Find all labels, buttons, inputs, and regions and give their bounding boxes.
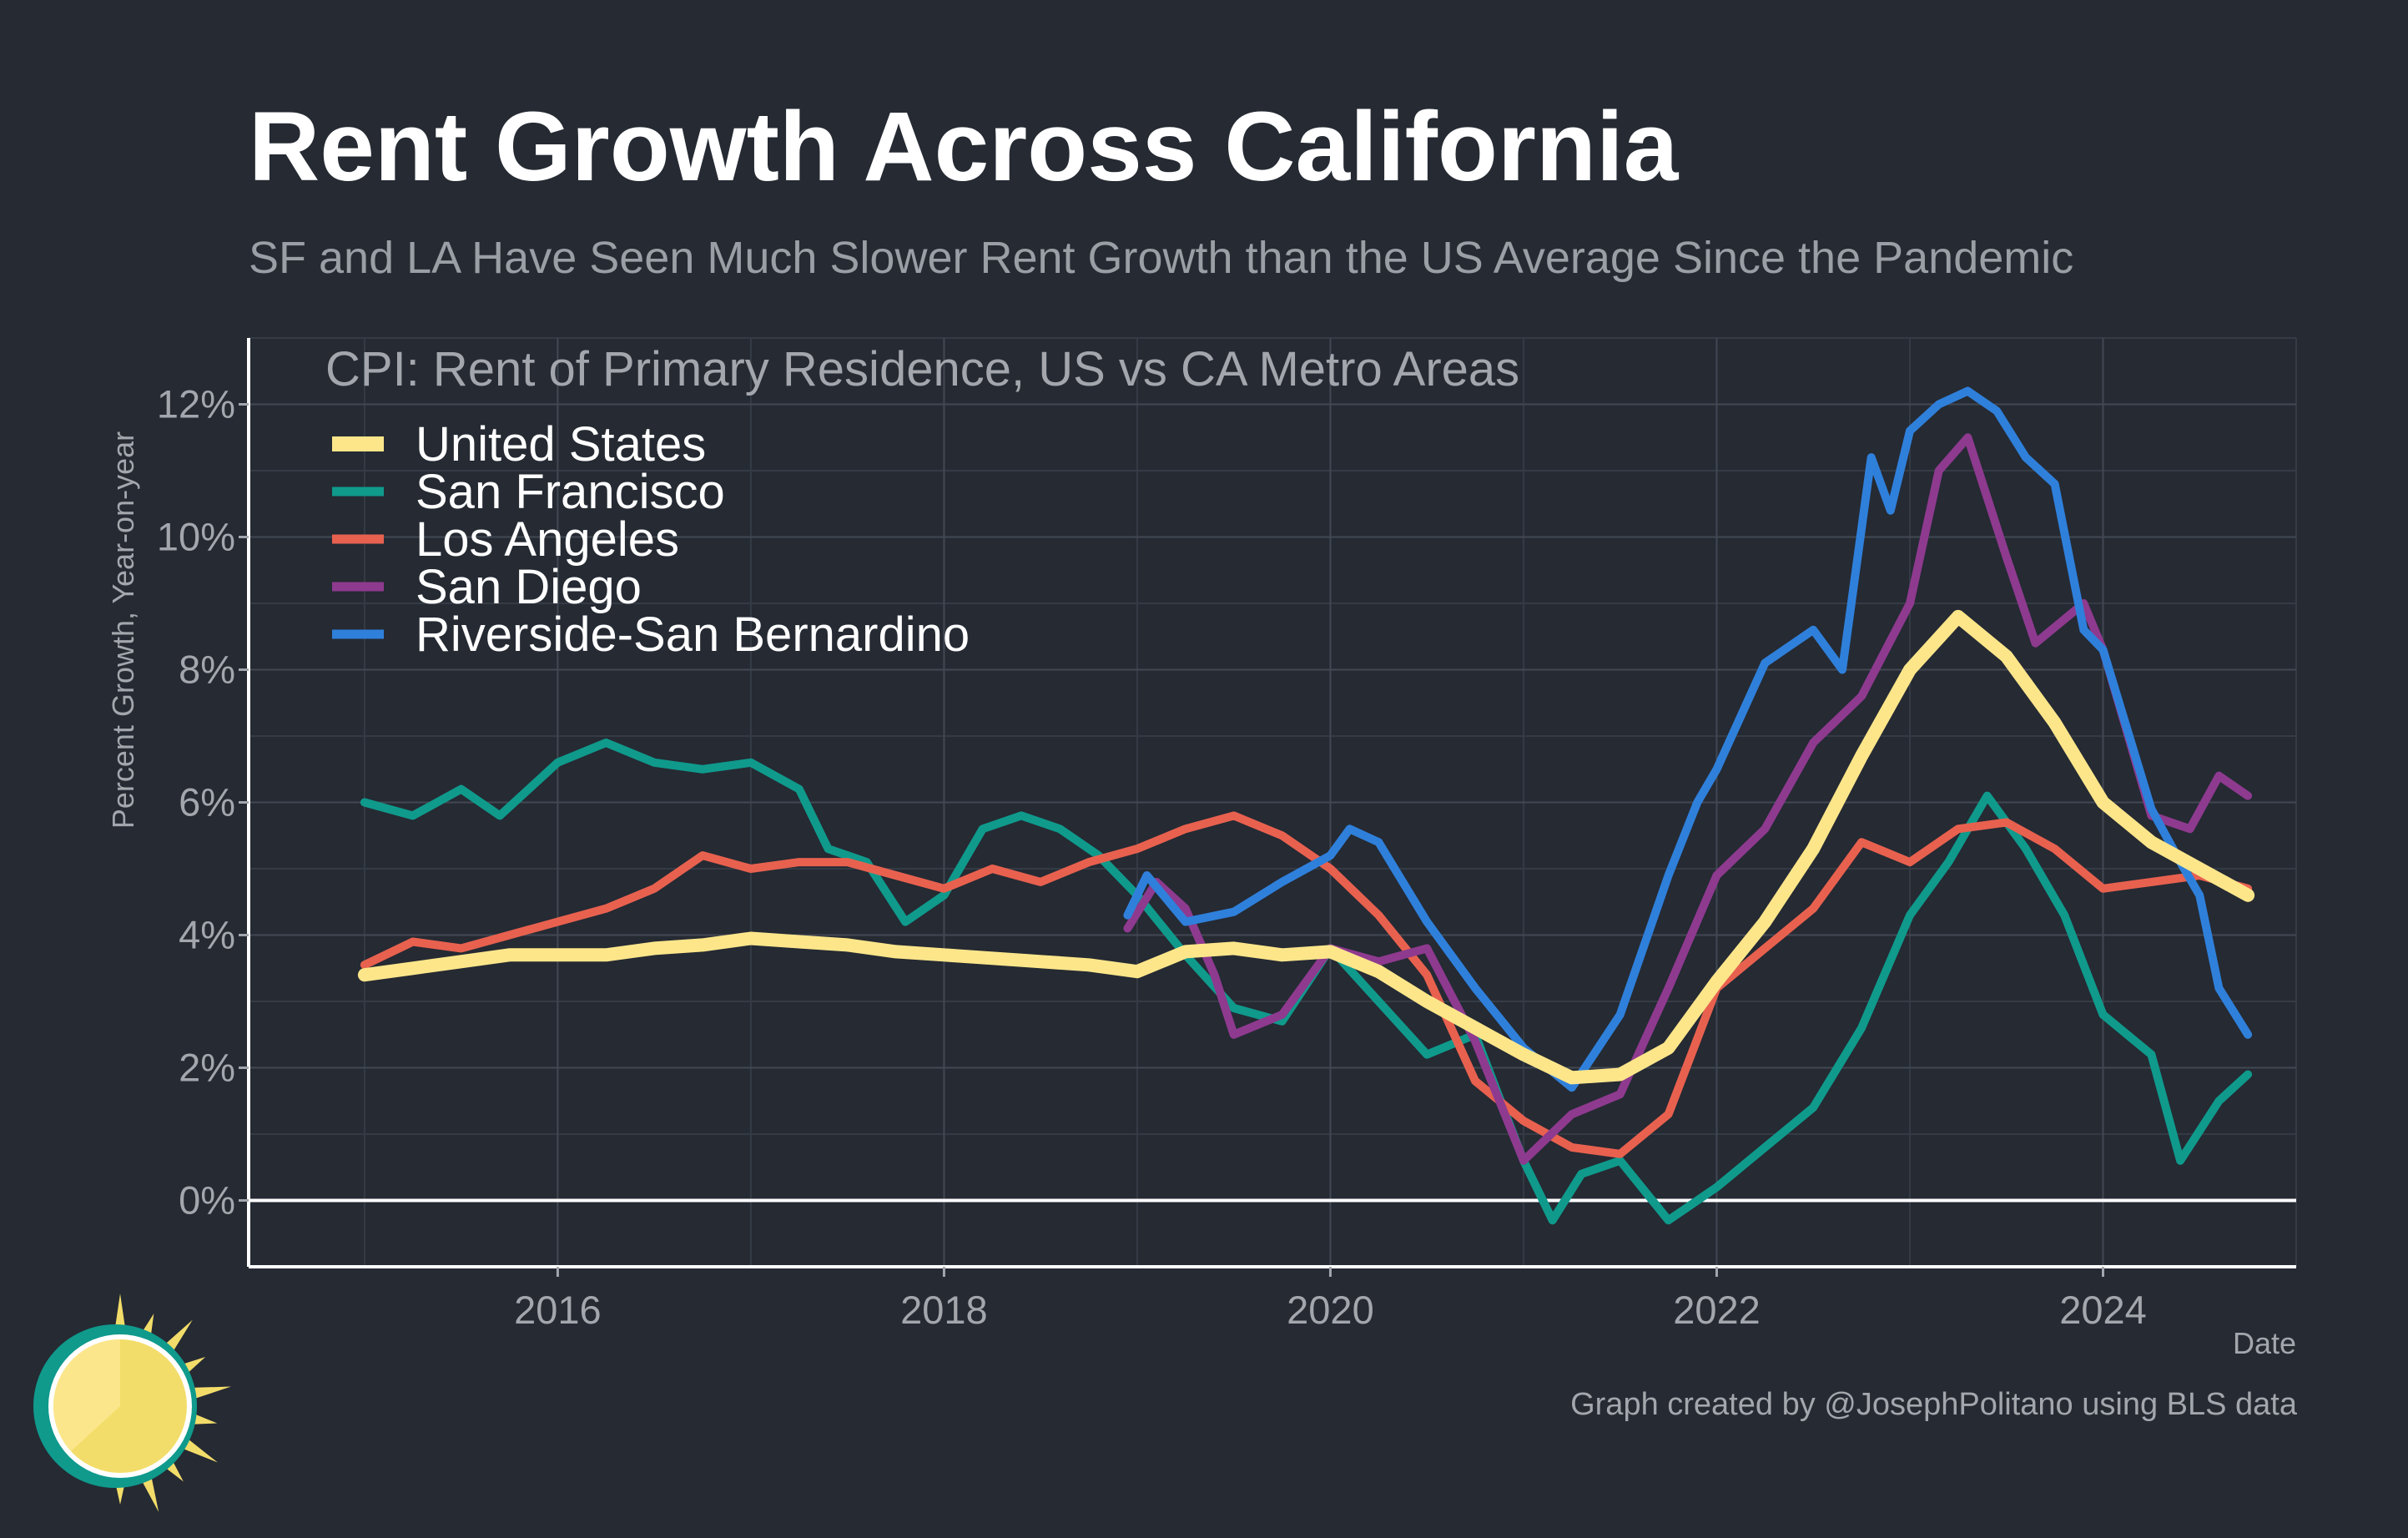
x-tick-label: 2022 [1673,1288,1761,1332]
chart-title: Rent Growth Across California [249,92,1679,202]
y-tick-label: 6% [179,780,235,824]
series-lines [357,386,2255,1225]
y-axis-title: Percent Growth, Year-on-year [106,431,140,829]
y-tick-label: 12% [157,382,235,426]
chart-inner-title: CPI: Rent of Primary Residence, US vs CA… [325,342,1519,396]
legend-label: San Diego [416,560,642,614]
chart-subtitle: SF and LA Have Seen Much Slower Rent Gro… [249,233,2074,283]
legend-label: United States [416,417,706,471]
legend-label: San Francisco [416,465,725,519]
series-line-riverside-san-bernardino [1123,386,2253,1092]
x-tick-label: 2020 [1287,1288,1374,1332]
y-tick-label: 8% [179,648,235,692]
x-tick-label: 2024 [2059,1288,2147,1332]
legend-label: Riverside-San Bernardino [416,608,970,662]
sun-ray [188,1386,231,1400]
y-tick-label: 0% [179,1178,235,1223]
x-tick-label: 2018 [900,1288,988,1332]
x-tick-label: 2016 [514,1288,602,1332]
sun-logo-icon [33,1293,231,1512]
series-line-united-states [357,609,2255,1085]
x-axis-title: Date [2233,1326,2296,1360]
series-line-san-diego [1123,433,2253,1165]
legend-label: Los Angeles [416,512,679,567]
series-line-los-angeles [360,811,2253,1158]
y-tick-label: 4% [179,913,235,957]
caption: Graph created by @JosephPolitano using B… [1570,1387,2297,1422]
sun-highlight [53,1339,120,1451]
y-tick-labels: 0% 2% 4% 6% 8% 10% 12% [157,382,249,1223]
y-tick-label: 10% [157,515,235,559]
x-tick-labels: 2016 2018 2020 2022 2024 [514,1267,2147,1332]
y-tick-label: 2% [179,1046,235,1090]
